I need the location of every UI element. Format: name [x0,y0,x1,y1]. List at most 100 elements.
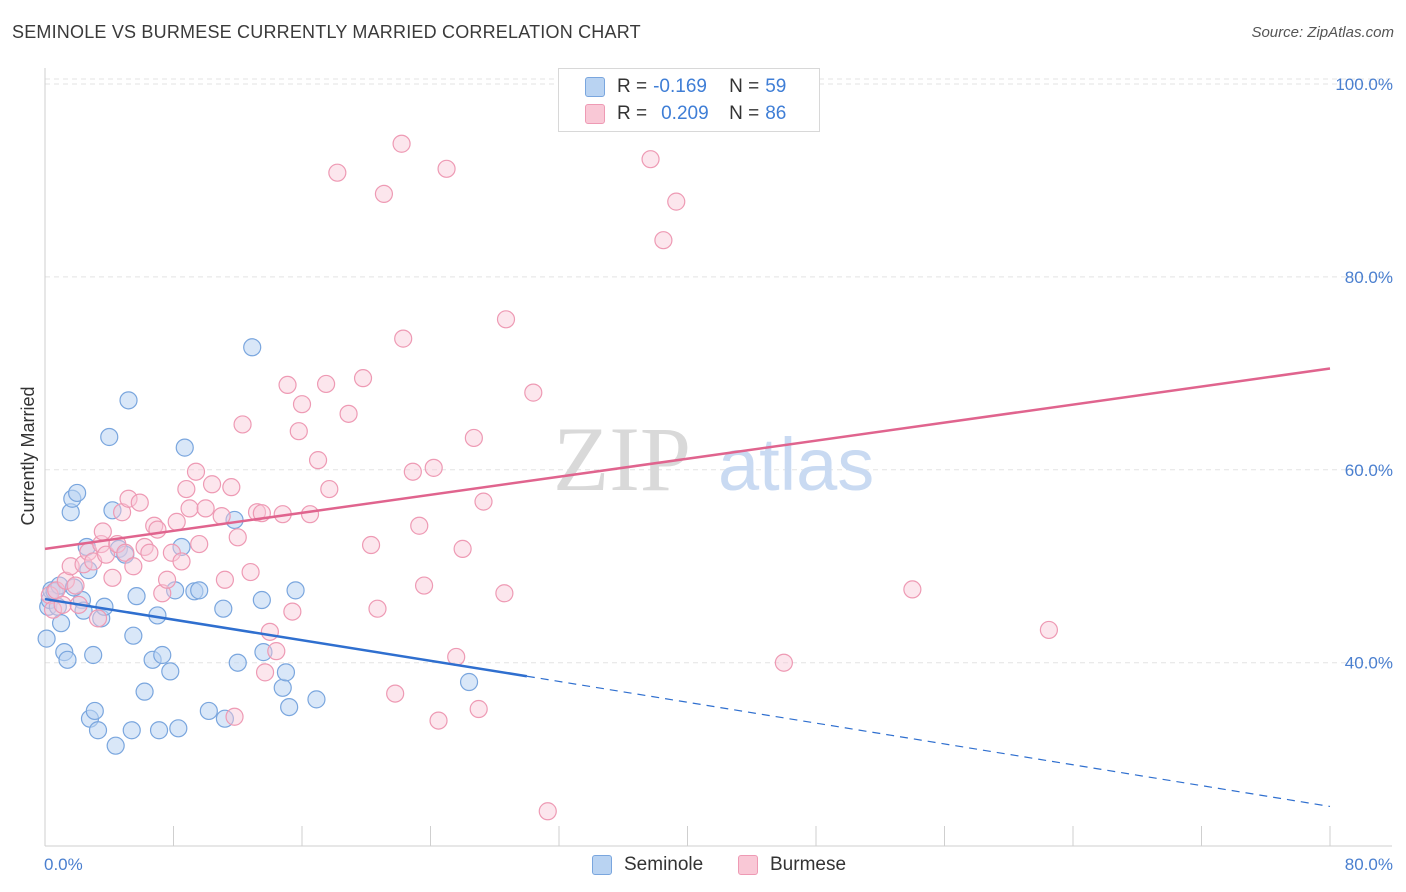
burmese-point [96,545,116,564]
seminole-point [68,483,87,503]
burmese-point [283,602,302,621]
burmese-point [153,584,172,603]
seminole-legend-swatch [592,855,612,875]
correlation-legend: R = -0.169 N = 59 R = 0.209 N = 86 [558,68,820,132]
bottom-legend-burmese: Burmese [738,852,846,878]
burmese-point [361,535,381,555]
burmese-swatch [585,104,605,124]
legend-row-burmese: R = 0.209 N = 86 [585,102,786,126]
trend-lines [44,367,1331,808]
seminole-point [51,614,71,633]
burmese-point [368,599,387,618]
legend-n-value: 86 [765,103,787,124]
burmese-point [774,653,793,672]
seminole-point [135,682,154,701]
seminole-point [119,391,138,410]
burmese-point [172,552,191,571]
burmese-point [196,499,215,518]
seminole-point [307,690,326,709]
burmese-point [414,576,434,595]
seminole-point [84,645,103,665]
burmese-point [392,134,411,153]
y-tick-label: 40.0% [1345,654,1393,673]
burmese-legend-label: Burmese [770,854,847,875]
burmese-point [453,539,472,558]
burmese-point [130,493,149,512]
burmese-point [300,505,320,524]
burmese-point [386,684,405,703]
seminole-trend-line [44,597,528,678]
burmese-point [228,528,247,547]
axes [44,68,1392,847]
burmese-point [1039,620,1059,640]
burmese-point [316,374,336,394]
legend-n-label: N = [729,103,760,124]
seminole-legend-label: Seminole [624,854,704,875]
burmese-point [56,571,75,590]
burmese-point [215,570,234,589]
legend-r-value: 0.209 [661,103,709,124]
x-tick-label: 80.0% [1345,855,1393,874]
legend-r-value: -0.169 [653,76,707,97]
burmese-point [190,534,209,554]
burmese-point [289,422,308,441]
seminole-point [280,697,299,717]
seminole-point [172,537,191,557]
burmese-point [464,428,483,448]
burmese-point [641,150,660,169]
seminole-point [153,645,172,665]
burmese-point [474,492,493,511]
seminole-point [58,650,77,669]
seminole-point [37,629,56,648]
seminole-point [169,719,188,738]
seminole-point [88,721,108,740]
legend-row-seminole: R = -0.169 N = 59 [585,75,786,99]
y-tick-label: 60.0% [1345,461,1393,480]
seminole-point [175,438,194,457]
burmese-point [292,395,312,414]
burmese-point [202,475,222,494]
burmese-legend-swatch [738,855,758,875]
seminole-point [252,590,271,610]
burmese-point [353,369,373,388]
burmese-point [328,163,347,182]
burmese-point [424,458,443,477]
burmese-point [255,663,275,682]
burmese-point [241,562,260,582]
seminole-point [79,561,98,580]
burmese-point [148,520,167,539]
burmese-point [93,522,112,541]
y-tick-label: 100.0% [1335,75,1393,94]
burmese-trend-line [44,367,1331,551]
seminole-point [149,721,169,740]
burmese-point [177,479,196,499]
burmese-point [524,383,543,402]
seminole-point [127,587,146,606]
seminole-point [273,678,292,697]
seminole-point [276,663,296,682]
seminole-swatch [585,77,605,97]
seminole-trend-extension [526,675,1331,808]
burmese-point [233,415,252,434]
legend-n-label: N = [729,76,760,97]
legend-n-value: 59 [765,76,787,97]
seminole-point [243,338,262,357]
burmese-point [66,576,85,595]
burmese-point [654,231,673,250]
seminole-point [286,581,305,600]
seminole-point [228,653,247,672]
burmese-point [225,707,244,726]
burmese-point [119,489,138,508]
burmese-point [140,543,159,562]
burmese-point [339,404,358,423]
seminole-point [85,701,104,721]
seminole-point [459,672,479,692]
seminole-point [199,701,218,721]
seminole-point [122,721,141,740]
burmese-point [429,711,448,730]
burmese-point [903,580,922,599]
burmese-point [495,584,514,603]
burmese-point [267,642,286,661]
burmese-point [186,462,206,481]
